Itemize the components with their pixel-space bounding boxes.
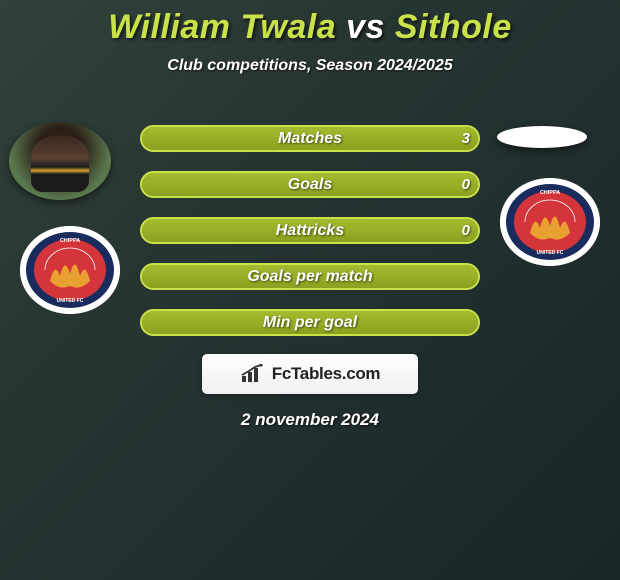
player1-name: William Twala bbox=[108, 8, 336, 46]
player1-club-badge: CHIPPA UNITED FC bbox=[20, 226, 120, 314]
stat-bar: Goals 0 bbox=[140, 171, 480, 198]
vs-separator: vs bbox=[346, 8, 385, 46]
stat-bar: Min per goal bbox=[140, 309, 480, 336]
svg-text:CHIPPA: CHIPPA bbox=[60, 238, 80, 244]
svg-text:UNITED FC: UNITED FC bbox=[537, 250, 564, 256]
stat-value-left: 0 bbox=[462, 219, 470, 242]
stat-value-left: 3 bbox=[462, 127, 470, 150]
stats-bars: Matches 3 Goals 0 Hattricks 0 Goals per … bbox=[140, 125, 480, 355]
fctables-logo: FcTables.com bbox=[202, 354, 418, 394]
svg-text:CHIPPA: CHIPPA bbox=[540, 190, 560, 196]
fctables-logo-text: FcTables.com bbox=[272, 364, 381, 384]
stat-bar: Matches 3 bbox=[140, 125, 480, 152]
stat-label: Matches bbox=[142, 127, 478, 150]
stat-label: Goals bbox=[142, 173, 478, 196]
svg-text:UNITED FC: UNITED FC bbox=[57, 298, 84, 304]
stat-value-left: 0 bbox=[462, 173, 470, 196]
stat-bar: Goals per match bbox=[140, 263, 480, 290]
stat-label: Min per goal bbox=[142, 311, 478, 334]
fctables-chart-icon bbox=[240, 364, 266, 384]
player2-club-badge: CHIPPA UNITED FC bbox=[500, 178, 600, 266]
player2-name: Sithole bbox=[395, 8, 512, 46]
stat-label: Hattricks bbox=[142, 219, 478, 242]
comparison-date: 2 november 2024 bbox=[0, 410, 620, 430]
comparison-title: William Twala vs Sithole bbox=[0, 0, 620, 47]
player2-avatar bbox=[497, 126, 587, 148]
subtitle: Club competitions, Season 2024/2025 bbox=[0, 57, 620, 75]
player1-avatar bbox=[9, 122, 111, 200]
stat-label: Goals per match bbox=[142, 265, 478, 288]
stat-bar: Hattricks 0 bbox=[140, 217, 480, 244]
